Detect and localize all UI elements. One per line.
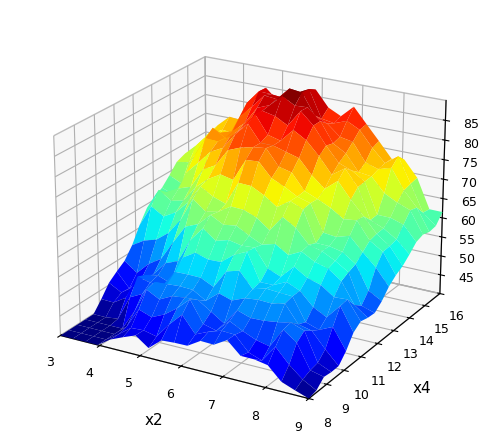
Y-axis label: x4: x4 xyxy=(412,381,431,396)
X-axis label: x2: x2 xyxy=(145,413,164,428)
